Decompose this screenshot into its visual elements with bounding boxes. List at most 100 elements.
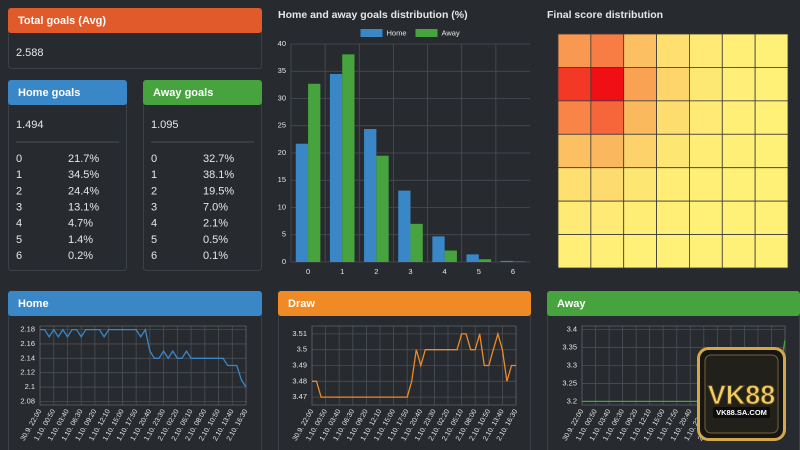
y-tick-label: 2.16 — [20, 339, 35, 348]
row-percent: 32.7% — [203, 153, 234, 165]
y-tick-label: 35 — [278, 66, 286, 75]
heat-cell — [590, 133, 625, 169]
logo-url: VK88.SA.COM — [716, 408, 767, 417]
panel-title: Draw — [288, 298, 315, 310]
heat-cell — [656, 167, 690, 202]
y-tick-label: 30 — [278, 93, 286, 102]
row-percent: 13.1% — [68, 202, 99, 214]
legend-swatch — [360, 29, 383, 37]
bar — [466, 254, 479, 262]
heat-cell — [656, 234, 690, 269]
heat-cell — [721, 33, 756, 68]
row-goals: 2 — [151, 185, 157, 197]
heat-cell — [623, 200, 657, 235]
x-tick-label: 4 — [443, 267, 447, 276]
row-goals: 1 — [151, 169, 157, 181]
y-tick-label: 2.14 — [20, 353, 35, 362]
row-percent: 0.2% — [68, 250, 93, 262]
row-percent: 4.7% — [68, 218, 93, 230]
y-tick-label: 10 — [278, 202, 286, 211]
x-tick-label: 3 — [408, 267, 412, 276]
line — [312, 331, 516, 398]
y-tick-label: 25 — [278, 121, 286, 130]
heat-cell — [656, 100, 690, 135]
bar — [329, 73, 343, 262]
heat-cell — [754, 133, 789, 169]
row-goals: 0 — [16, 153, 22, 165]
x-tick-label: 2 — [374, 267, 378, 276]
row-percent: 24.4% — [68, 185, 99, 197]
row-goals: 1 — [16, 169, 22, 181]
heat-cell — [689, 133, 723, 169]
heat-cell — [590, 67, 625, 102]
y-tick-label: 5 — [282, 230, 286, 239]
plot-frame — [39, 325, 247, 406]
y-tick-label: 3.4 — [567, 325, 577, 334]
row-percent: 38.1% — [203, 169, 234, 181]
row-goals: 4 — [151, 218, 157, 230]
bar — [410, 223, 423, 262]
card-title: Total goals (Avg) — [18, 15, 106, 27]
logo-brand: VK88 — [708, 380, 776, 410]
heat-cell — [590, 200, 625, 235]
x-tick-label: 1 — [340, 267, 344, 276]
card-header — [143, 80, 262, 105]
heat-cell — [721, 133, 756, 169]
y-tick-label: 3.3 — [567, 360, 577, 369]
legend-label: Home — [387, 28, 407, 37]
y-tick-label: 40 — [278, 39, 286, 48]
row-goals: 4 — [16, 218, 22, 230]
row-goals: 6 — [16, 250, 22, 262]
y-tick-label: 3.35 — [562, 343, 577, 352]
bar — [342, 54, 355, 263]
heat-cell — [754, 200, 789, 235]
card-header — [8, 8, 262, 33]
heat-cell — [590, 234, 625, 269]
row-goals: 2 — [16, 185, 22, 197]
bar — [432, 236, 445, 262]
heat-cell — [721, 100, 756, 135]
legend-label: Away — [442, 28, 460, 37]
heat-cell — [754, 167, 789, 202]
heat-cell — [656, 133, 690, 169]
chart-title: Home and away goals distribution (%) — [278, 9, 468, 21]
x-tick-label: 5 — [477, 267, 481, 276]
line — [40, 327, 247, 388]
heat-cell — [721, 200, 756, 235]
row-goals: 5 — [151, 234, 157, 246]
heat-cell — [721, 67, 756, 102]
logo-band — [713, 407, 770, 418]
y-tick-label: 2.1 — [25, 382, 35, 391]
card-header — [8, 80, 127, 105]
heat-cell — [656, 33, 690, 68]
heat-cell — [689, 67, 723, 102]
heat-cell — [557, 234, 592, 269]
bar — [295, 143, 309, 262]
heat-cell — [557, 133, 592, 169]
card-value: 1.494 — [16, 119, 44, 131]
y-tick-label: 15 — [278, 175, 286, 184]
bar — [512, 261, 526, 262]
heat-cell — [557, 167, 592, 202]
heat-cell — [623, 67, 657, 102]
heat-cell — [623, 133, 657, 169]
heat-cell — [557, 67, 592, 102]
legend-swatch — [415, 29, 438, 37]
x-tick-label: 6 — [511, 267, 515, 276]
row-goals: 0 — [151, 153, 157, 165]
row-goals: 3 — [16, 202, 22, 214]
row-goals: 5 — [16, 234, 22, 246]
y-tick-label: 2.12 — [20, 368, 35, 377]
card-title: Away goals — [153, 87, 213, 99]
y-tick-label: 20 — [278, 148, 286, 157]
watermark: VK88 VK88.SA.COM — [697, 347, 786, 441]
heat-cell — [623, 100, 657, 135]
panel-header — [547, 291, 800, 316]
heat-cell — [689, 100, 723, 135]
bar — [478, 259, 492, 262]
row-percent: 21.7% — [68, 153, 99, 165]
row-percent: 7.0% — [203, 202, 228, 214]
y-tick-label: 0 — [282, 257, 286, 266]
